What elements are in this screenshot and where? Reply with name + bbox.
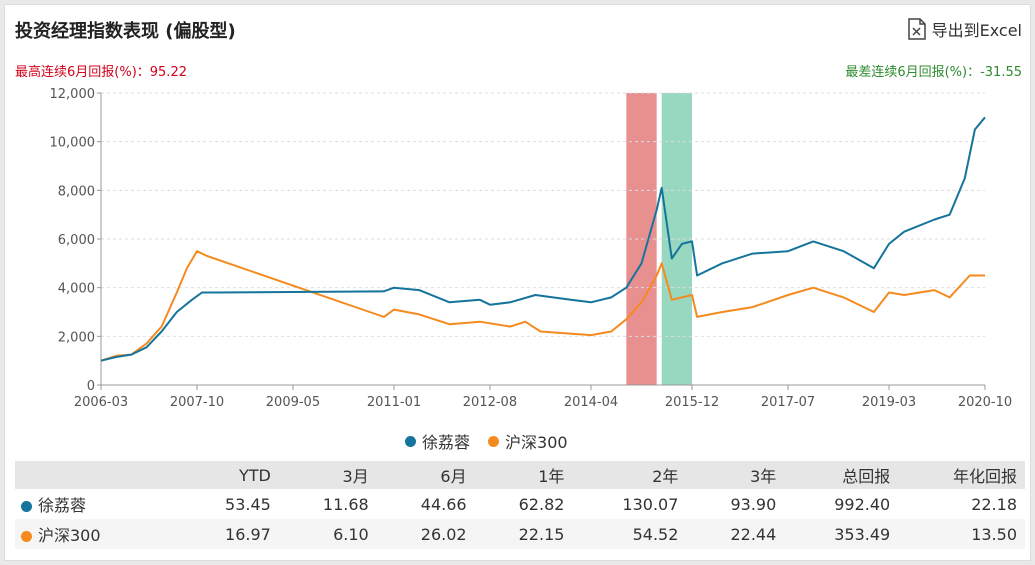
table-header-6m: 6月 <box>376 461 475 489</box>
table-header-1y: 1年 <box>474 461 573 489</box>
worst-6m-return: 最差连续6月回报(%)：-31.55 <box>845 65 1022 80</box>
table-cell: 16.97 <box>181 519 279 549</box>
table-header-row: YTD 3月 6月 1年 2年 3年 总回报 年化回报 <box>15 461 1025 489</box>
table-row: 徐荔蓉 53.45 11.68 44.66 62.82 130.07 93.90… <box>15 489 1025 519</box>
table-cell: 62.82 <box>518 494 565 514</box>
table-header-3y: 3年 <box>686 461 785 489</box>
table-cell: 54.52 <box>572 519 687 549</box>
table-cell: 22.44 <box>686 519 785 549</box>
chart-legend: 徐荔蓉 沪深300 <box>405 429 568 453</box>
table-cell: 130.07 <box>622 494 679 514</box>
y-tick-label: 10,000 <box>50 136 96 151</box>
series-line-manager <box>100 116 986 362</box>
best-6m-return: 最高连续6月回报(%)：95.22 <box>15 65 187 80</box>
export-excel-button[interactable]: 导出到Excel <box>907 17 1022 41</box>
table-header-total: 总回报 <box>784 461 899 489</box>
table-header-3m: 3月 <box>278 461 377 489</box>
x-tick-label: 2015-12 <box>665 395 719 410</box>
x-tick-label: 2014-04 <box>564 395 618 410</box>
table-cell: 44.66 <box>420 494 467 514</box>
x-tick-label: 2019-03 <box>862 395 916 410</box>
row-name-index: 沪深300 <box>15 519 181 549</box>
performance-table: YTD 3月 6月 1年 2年 3年 总回报 年化回报 徐荔蓉 53.45 11… <box>15 461 1025 549</box>
y-tick-label: 8,000 <box>58 184 95 199</box>
table-cell: 353.49 <box>784 519 899 549</box>
row-name-manager: 徐荔蓉 <box>15 489 181 519</box>
table-cell: 93.90 <box>730 494 777 514</box>
legend-dot-manager <box>405 435 416 447</box>
x-tick-label: 2017-07 <box>761 395 815 410</box>
legend-dot-index <box>488 435 500 447</box>
table-cell: 22.15 <box>474 519 573 549</box>
legend-item-index[interactable]: 沪深300 <box>488 429 568 453</box>
legend-label-index: 沪深300 <box>505 433 568 452</box>
table-cell: 53.45 <box>225 494 271 514</box>
table-cell: 992.40 <box>834 494 891 514</box>
row-dot-index <box>21 531 32 542</box>
x-tick-label: 2012-08 <box>463 395 517 410</box>
table-header-annualized: 年化回报 <box>898 461 1025 489</box>
x-tick-label: 2020-10 <box>958 395 1012 410</box>
export-label: 导出到Excel <box>931 21 1022 40</box>
y-tick-label: 12,000 <box>50 87 96 102</box>
page-title: 投资经理指数表现 (偏股型) <box>15 21 236 42</box>
series-line-index <box>100 250 985 362</box>
x-tick-label: 2007-10 <box>170 395 224 410</box>
table-cell: 26.02 <box>376 519 475 549</box>
excel-file-icon <box>907 18 926 40</box>
x-tick-label: 2011-01 <box>367 395 421 410</box>
fund-manager-panel: 投资经理指数表现 (偏股型) 导出到Excel 最高连续6月回报(%)：95.2… <box>4 4 1031 561</box>
performance-line-chart: 0 2,000 4,000 6,000 8,000 10,000 12,000 2006-03… <box>50 87 1013 410</box>
y-tick-label: 0 <box>87 379 95 394</box>
x-tick-label: 2006-03 <box>74 395 128 410</box>
row-dot-manager <box>21 501 32 512</box>
table-cell: 13.50 <box>898 519 1025 549</box>
table-cell: 6.10 <box>278 519 377 549</box>
table-cell: 22.18 <box>971 494 1017 514</box>
y-tick-label: 6,000 <box>58 233 95 248</box>
y-tick-label: 2,000 <box>58 330 95 345</box>
legend-label-manager: 徐荔蓉 <box>422 433 471 452</box>
table-row: 沪深300 16.97 6.10 26.02 22.15 54.52 22.44… <box>15 519 1025 549</box>
table-header-ytd: YTD <box>181 461 279 489</box>
y-tick-label: 4,000 <box>58 282 95 297</box>
x-tick-label: 2009-05 <box>266 395 320 410</box>
row-label-index: 沪深300 <box>38 526 101 545</box>
table-header-name <box>15 461 181 489</box>
table-cell: 11.68 <box>322 494 369 514</box>
row-label-manager: 徐荔蓉 <box>38 496 87 515</box>
table-header-2y: 2年 <box>572 461 687 489</box>
legend-item-manager[interactable]: 徐荔蓉 <box>405 429 470 453</box>
